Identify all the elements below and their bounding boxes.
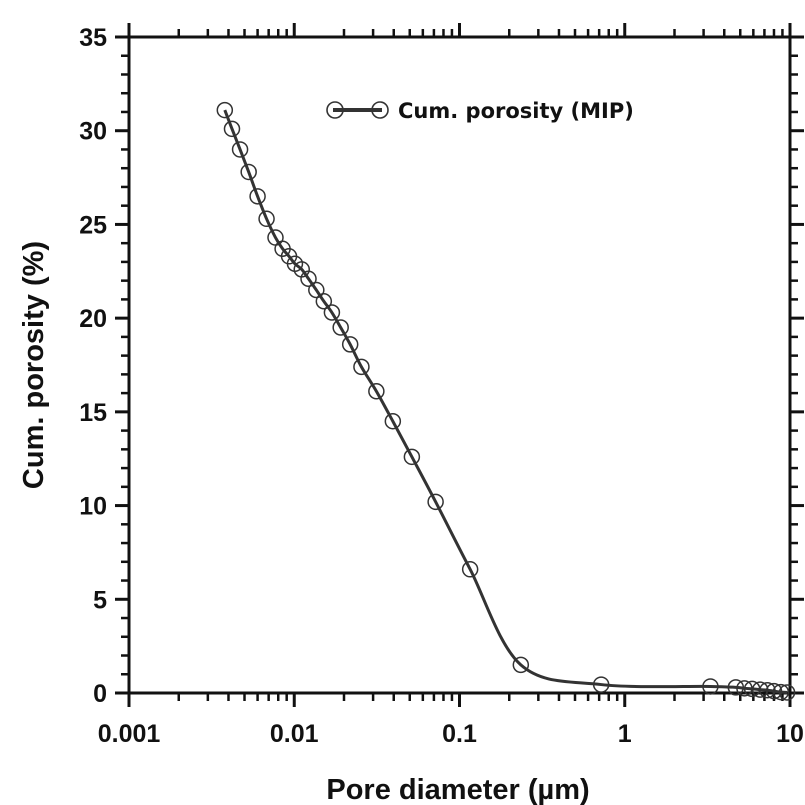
data-point <box>759 681 776 699</box>
legend-marker-right <box>371 101 389 119</box>
legend-marker-left <box>326 101 344 119</box>
data-point <box>341 336 359 353</box>
data-point <box>702 678 719 695</box>
y-tick-label: 30 <box>79 118 107 146</box>
data-point <box>300 270 317 288</box>
data-point <box>315 293 333 310</box>
data-point <box>258 210 275 228</box>
data-point <box>231 141 249 158</box>
data-point <box>765 682 783 700</box>
y-tick-label: 5 <box>93 586 107 614</box>
data-point <box>512 656 530 674</box>
data-point <box>727 679 745 696</box>
x-tick-label: 0.01 <box>270 720 319 748</box>
axes: 0.001 0.01 0.1 1 10 0 5 10 15 20 25 30 35 <box>79 23 804 748</box>
y-axis-title: Cum. porosity (%) <box>18 241 50 489</box>
data-point <box>353 358 370 376</box>
x-axis-title: Pore diameter (µm) <box>326 774 589 805</box>
y-tick-label: 20 <box>79 305 107 333</box>
data-point <box>592 676 610 693</box>
y-tick-label: 10 <box>79 493 107 521</box>
legend-label: Cum. porosity (MIP) <box>398 99 634 123</box>
data-point <box>427 493 444 511</box>
legend: Cum. porosity (MIP) <box>326 99 634 123</box>
data-point <box>772 683 790 701</box>
data-point <box>223 120 241 138</box>
data-point <box>332 319 349 336</box>
data-point <box>323 304 341 321</box>
data-point <box>249 188 266 205</box>
data-point <box>308 281 325 299</box>
x-tick-label: 0.1 <box>442 720 477 748</box>
data-point <box>778 684 796 701</box>
y-tick-label: 25 <box>79 211 107 239</box>
data-point <box>751 681 769 698</box>
data-point <box>240 163 257 181</box>
x-tick-label: 0.001 <box>98 720 161 748</box>
x-tick-label: 10 <box>776 720 804 748</box>
y-tick-label: 35 <box>79 24 107 52</box>
data-point <box>403 448 421 466</box>
y-tick-label: 15 <box>79 399 107 427</box>
data-point <box>384 412 402 430</box>
data-point <box>461 561 479 578</box>
series-line <box>223 109 788 694</box>
data-point <box>736 680 753 697</box>
series-layer <box>216 101 796 701</box>
y-tick-label: 0 <box>93 680 107 708</box>
x-tick-label: 1 <box>618 720 632 748</box>
data-point <box>216 101 234 119</box>
data-point <box>368 382 385 400</box>
